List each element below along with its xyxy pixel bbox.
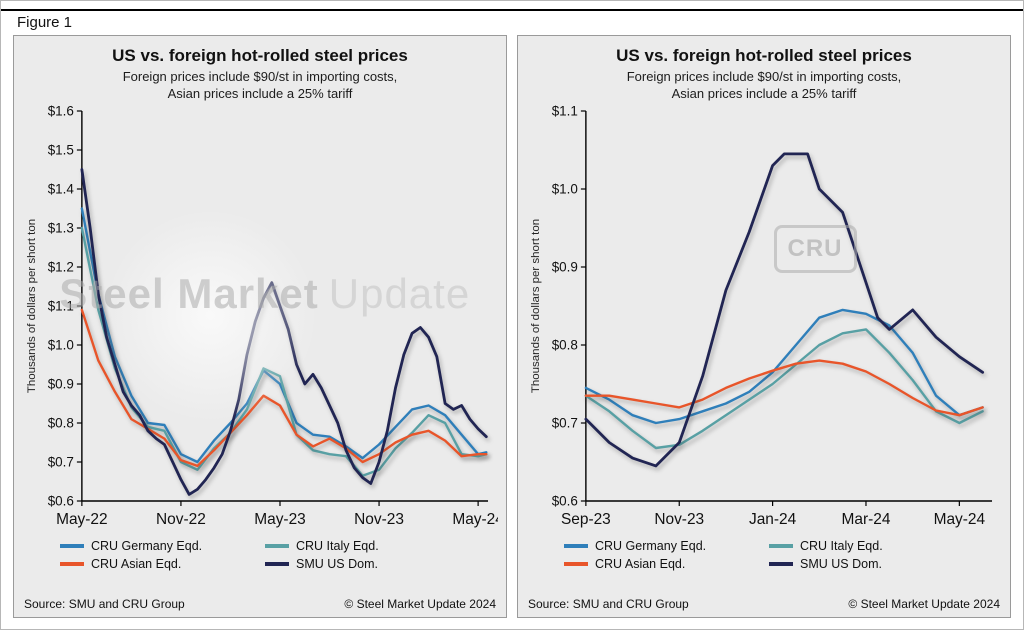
series-line	[80, 167, 488, 496]
legend-item: CRU Italy Eqd.	[769, 539, 964, 553]
legend-swatch	[265, 543, 289, 548]
chart-title: US vs. foreign hot-rolled steel prices	[616, 46, 912, 65]
legend-swatch	[60, 561, 84, 566]
chart-subtitle-line2: Asian prices include a 25% tariff	[671, 85, 857, 101]
legend-item: CRU Germany Eqd.	[564, 539, 769, 553]
legend-label: CRU Italy Eqd.	[296, 538, 379, 553]
chart-subtitle-line2: Asian prices include a 25% tariff	[167, 85, 353, 101]
series-line	[80, 226, 488, 477]
y-tick-label: $1.1	[552, 105, 578, 119]
legend-label: CRU Italy Eqd.	[800, 538, 883, 553]
x-tick-label: Jan-24	[749, 511, 797, 528]
y-tick-label: $1.4	[48, 181, 75, 196]
chart-area: CRU $0.6 $0.7 $0.8 $0.9 $1.0 $1.1 Sep-23 Nov-23…	[526, 105, 1002, 535]
x-tick-label: May-24	[452, 511, 498, 528]
legend-label: SMU US Dom.	[800, 556, 882, 571]
chart-subtitle: Foreign prices include $90/st in importi…	[526, 69, 1002, 103]
y-axis-label: Thousands of dollars per short ton	[530, 219, 542, 393]
panel-footer: Source: SMU and CRU Group © Steel Market…	[22, 593, 498, 613]
x-tick-label: Nov-22	[156, 511, 206, 528]
legend-item: CRU Italy Eqd.	[265, 539, 460, 553]
charts-container: US vs. foreign hot-rolled steel prices F…	[1, 33, 1023, 618]
legend-swatch	[769, 561, 793, 566]
y-tick-label: $1.1	[48, 298, 74, 313]
source-note: Source: SMU and CRU Group	[24, 597, 185, 611]
y-tick-label: $1.0	[48, 337, 74, 352]
legend-label: SMU US Dom.	[296, 556, 378, 571]
panel-footer: Source: SMU and CRU Group © Steel Market…	[526, 593, 1002, 613]
y-tick-label: $0.7	[552, 415, 578, 430]
top-rule	[1, 9, 1023, 11]
y-tick-label: $0.7	[48, 454, 74, 469]
chart-subtitle-line1: Foreign prices include $90/st in importi…	[122, 69, 398, 84]
y-tick-label: $0.8	[552, 337, 578, 352]
copyright-note: © Steel Market Update 2024	[848, 597, 1000, 611]
series-line	[584, 152, 985, 468]
chart-subtitle: Foreign prices include $90/st in importi…	[22, 69, 498, 103]
y-axis-label: Thousands of dollars per short ton	[26, 219, 38, 393]
legend-label: CRU Germany Eqd.	[91, 538, 203, 553]
y-tick-label: $0.6	[552, 493, 578, 508]
x-tick-label: May-23	[254, 511, 306, 528]
y-tick-label: $1.5	[48, 142, 74, 157]
figure-label: Figure 1	[17, 14, 73, 31]
legend-swatch	[265, 561, 289, 566]
legend-item: CRU Asian Eqd.	[60, 557, 265, 571]
chart-legend: CRU Germany Eqd. CRU Italy Eqd. CRU Asian …	[22, 539, 498, 571]
series-line	[584, 327, 984, 449]
series-line	[584, 308, 984, 424]
x-tick-label: Mar-24	[842, 511, 891, 528]
chart-subtitle-line1: Foreign prices include $90/st in importi…	[626, 69, 902, 84]
legend-swatch	[60, 543, 84, 548]
y-tick-label: $0.9	[552, 259, 578, 274]
y-tick-label: $0.6	[48, 493, 74, 508]
figure-bar: Figure 1	[1, 1, 1023, 33]
chart-title: US vs. foreign hot-rolled steel prices	[112, 46, 408, 65]
chart-area: Steel Market Update $0.6 $0.7 $0.8 $0.9 $1.0 $…	[22, 105, 498, 535]
legend-swatch	[564, 543, 588, 548]
line-chart: $0.6 $0.7 $0.8 $0.9 $1.0 $1.1 $1.2 $1.3 $1.4 $1.5…	[26, 105, 498, 528]
x-tick-label: Sep-23	[561, 511, 611, 528]
copyright-note: © Steel Market Update 2024	[344, 597, 496, 611]
y-tick-label: $0.9	[48, 376, 74, 391]
legend-item: SMU US Dom.	[769, 557, 964, 571]
x-tick-label: Nov-23	[354, 511, 404, 528]
source-note: Source: SMU and CRU Group	[528, 597, 689, 611]
series-line	[584, 359, 984, 417]
y-tick-label: $1.6	[48, 105, 74, 119]
legend-label: CRU Asian Eqd.	[595, 556, 686, 571]
chart-panel-right: US vs. foreign hot-rolled steel prices F…	[517, 35, 1011, 618]
x-tick-label: May-24	[934, 511, 986, 528]
legend-item: CRU Asian Eqd.	[564, 557, 769, 571]
x-tick-label: May-22	[56, 511, 108, 528]
legend-label: CRU Germany Eqd.	[595, 538, 707, 553]
x-tick-label: Nov-23	[654, 511, 704, 528]
legend-item: CRU Germany Eqd.	[60, 539, 265, 553]
y-tick-label: $0.8	[48, 415, 74, 430]
y-tick-label: $1.2	[48, 259, 74, 274]
legend-item: SMU US Dom.	[265, 557, 460, 571]
legend-swatch	[769, 543, 793, 548]
legend-label: CRU Asian Eqd.	[91, 556, 182, 571]
chart-panel-left: US vs. foreign hot-rolled steel prices F…	[13, 35, 507, 618]
legend-swatch	[564, 561, 588, 566]
line-chart: $0.6 $0.7 $0.8 $0.9 $1.0 $1.1 Sep-23 Nov-23 Jan-…	[530, 105, 993, 528]
y-tick-label: $1.3	[48, 220, 74, 235]
y-tick-label: $1.0	[552, 181, 578, 196]
chart-legend: CRU Germany Eqd. CRU Italy Eqd. CRU Asian …	[526, 539, 1002, 571]
